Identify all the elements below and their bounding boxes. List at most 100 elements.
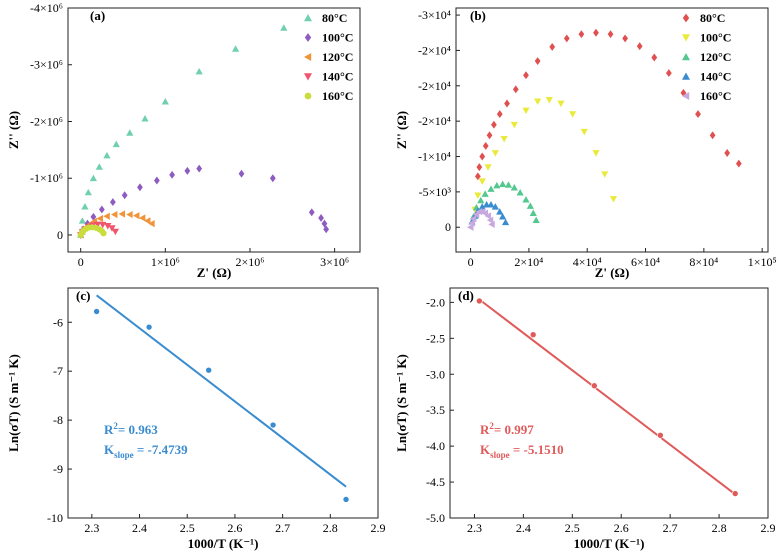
data-point — [468, 219, 475, 227]
legend-label: 160°C — [322, 89, 353, 103]
legend-marker — [304, 73, 312, 81]
data-point — [342, 496, 350, 503]
data-point — [469, 215, 477, 223]
data-point — [534, 57, 541, 66]
x-tick-label: 4×10⁴ — [573, 255, 602, 269]
r2-value: = 0.963 — [118, 422, 158, 437]
data-point — [321, 219, 328, 228]
slope-annotation: Kslope = -5.1510 — [480, 442, 564, 460]
data-point — [657, 432, 664, 439]
panel-label: (d) — [458, 288, 474, 303]
slope-value: = -5.1510 — [510, 442, 564, 457]
data-point — [563, 34, 570, 43]
legend-marker — [682, 34, 690, 42]
y-tick-label: -10 — [47, 511, 63, 525]
x-tick-label: 2.4 — [132, 521, 147, 535]
data-point — [93, 308, 100, 315]
x-tick-label: 2.5 — [180, 521, 195, 535]
data-point — [148, 220, 155, 228]
data-point — [308, 208, 315, 217]
data-point — [488, 220, 495, 229]
data-point — [504, 181, 513, 188]
y-tick-label: -2×10⁴ — [418, 43, 451, 57]
data-point — [238, 169, 245, 178]
x-tick-label: 2.8 — [323, 521, 338, 535]
data-point — [523, 71, 529, 80]
x-tick-label: 2×10⁶ — [235, 255, 264, 269]
data-point — [529, 209, 537, 216]
legend-label: 120°C — [700, 50, 731, 64]
data-point — [735, 159, 742, 168]
x-axis-label: 1000/T (K⁻¹) — [574, 536, 645, 551]
data-point — [121, 191, 128, 200]
data-point — [195, 67, 203, 75]
y-tick-label: -4.0 — [426, 439, 445, 453]
data-point — [500, 135, 508, 143]
data-point — [510, 121, 518, 129]
x-axis-label: Z' (Ω) — [197, 265, 232, 280]
legend-marker — [682, 13, 690, 23]
data-point — [132, 212, 140, 220]
y-axis-label: Z'' (Ω) — [394, 111, 409, 149]
data-point — [269, 174, 276, 183]
data-point — [651, 53, 658, 62]
panel-label: (c) — [76, 288, 90, 303]
data-point — [491, 203, 499, 210]
y-tick-label: 0 — [57, 228, 63, 242]
y-tick-label: -2×10⁶ — [30, 114, 63, 128]
plot-frame — [67, 287, 379, 519]
data-point — [591, 382, 598, 390]
data-point — [108, 225, 116, 232]
data-point — [196, 164, 203, 173]
data-point — [709, 131, 716, 140]
data-point — [318, 213, 324, 222]
legend-marker — [304, 53, 312, 61]
legend-label: 80°C — [322, 11, 347, 25]
data-point — [529, 331, 537, 339]
legend-marker — [304, 33, 312, 42]
data-point — [478, 178, 486, 185]
data-point — [593, 28, 599, 37]
data-point — [496, 208, 504, 215]
data-point — [323, 225, 330, 234]
y-tick-label: -8 — [53, 413, 63, 427]
data-point — [477, 196, 485, 204]
data-point — [549, 42, 556, 51]
x-tick-label: 2.7 — [275, 521, 290, 535]
data-point — [622, 34, 629, 43]
series-0 — [474, 28, 742, 181]
data-point — [493, 181, 501, 189]
data-point — [103, 151, 111, 159]
series-4 — [466, 208, 495, 231]
data-point — [512, 85, 519, 94]
data-point — [557, 100, 565, 108]
legend-marker — [682, 72, 690, 80]
legend-label: 160°C — [700, 89, 731, 103]
data-point — [103, 212, 110, 220]
x-tick-label: 0 — [78, 255, 84, 269]
x-tick-label: 2.3 — [467, 521, 482, 535]
legend-label: 100°C — [700, 31, 731, 45]
x-tick-label: 8×10⁴ — [689, 255, 718, 269]
y-tick-label: 0 — [445, 220, 451, 234]
legend-label: 120°C — [322, 50, 353, 64]
y-tick-label: -6 — [53, 315, 63, 329]
data-point — [476, 163, 483, 172]
data-point — [81, 203, 89, 210]
data-point — [476, 297, 483, 305]
data-point — [95, 163, 103, 170]
x-axis-label: Z' (Ω) — [595, 265, 630, 280]
x-tick-label: 6×10⁴ — [631, 255, 660, 269]
x-tick-label: 2.5 — [565, 521, 580, 535]
data-point — [126, 210, 133, 219]
data-point — [141, 115, 149, 122]
data-point — [280, 24, 288, 31]
data-point — [126, 129, 134, 136]
data-point — [94, 221, 102, 229]
x-tick-label: 2.8 — [712, 521, 727, 535]
data-point — [184, 166, 191, 175]
y-axis-label: Ln(σT) (S m⁻¹ K) — [394, 354, 409, 452]
legend-marker — [304, 14, 312, 22]
plot-frame — [449, 287, 769, 519]
